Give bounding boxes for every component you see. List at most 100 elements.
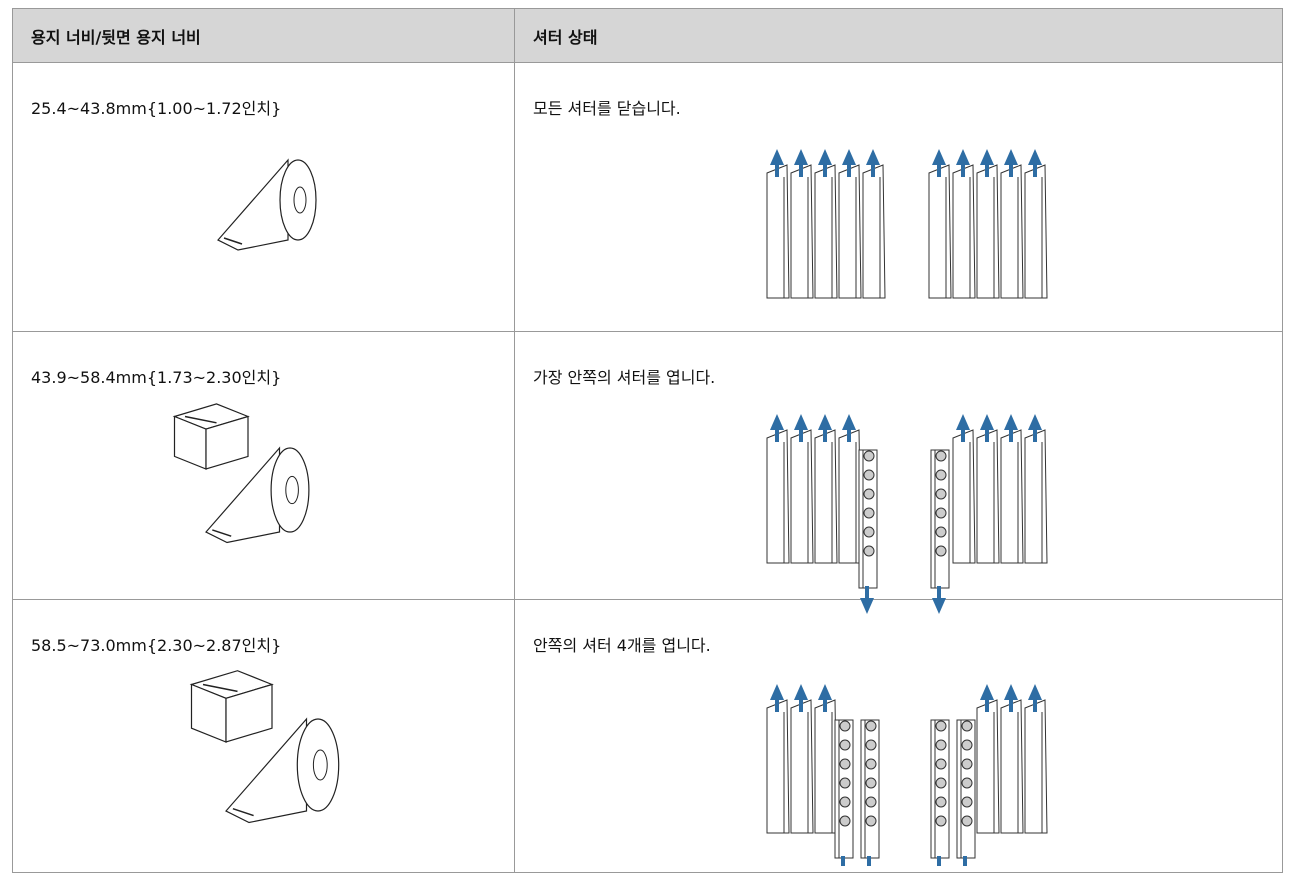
roller bbox=[839, 720, 851, 732]
box-side bbox=[205, 415, 249, 470]
arrow-head bbox=[770, 149, 784, 165]
roller bbox=[935, 796, 947, 808]
shutter bbox=[1000, 699, 1024, 834]
cell: 안쪽의 셔터 4개를 엽니다. bbox=[514, 599, 1283, 873]
roller bbox=[865, 758, 877, 770]
roller bbox=[935, 507, 947, 519]
arrow-head bbox=[932, 598, 946, 614]
arrow-head bbox=[1004, 684, 1018, 700]
roller bbox=[935, 758, 947, 770]
shutter-table: 용지 너비/뒷면 용지 너비 셔터 상태 25.4~43.8mm{1.00~1.… bbox=[12, 8, 1283, 873]
shutter bbox=[766, 429, 790, 564]
shutter bbox=[928, 164, 952, 299]
shutter bbox=[1024, 699, 1048, 834]
width-arrow bbox=[212, 529, 232, 537]
row: 25.4~43.8mm{1.00~1.72인치} 모든 셔터를 닫습니다. bbox=[12, 62, 1283, 332]
shutter bbox=[790, 164, 814, 299]
shutter bbox=[952, 164, 976, 299]
roller bbox=[935, 545, 947, 557]
shutter bbox=[790, 429, 814, 564]
roller bbox=[839, 815, 851, 827]
arrow-head bbox=[842, 414, 856, 430]
arrow-head bbox=[1028, 684, 1042, 700]
roller bbox=[863, 526, 875, 538]
box-side bbox=[225, 683, 273, 743]
arrow-head bbox=[1004, 149, 1018, 165]
header-cell: 용지 너비/뒷면 용지 너비 bbox=[12, 8, 515, 63]
shutter bbox=[766, 164, 790, 299]
roller bbox=[865, 720, 877, 732]
shutter bbox=[838, 429, 862, 564]
roller bbox=[961, 758, 973, 770]
roller bbox=[839, 739, 851, 751]
header-cell: 셔터 상태 bbox=[514, 8, 1283, 63]
roller bbox=[865, 777, 877, 789]
roller bbox=[865, 815, 877, 827]
arrow-head bbox=[794, 149, 808, 165]
roll bbox=[279, 159, 317, 241]
roller bbox=[935, 450, 947, 462]
arrow-head bbox=[1028, 149, 1042, 165]
arrow-head bbox=[794, 684, 808, 700]
roller bbox=[935, 526, 947, 538]
shutter bbox=[814, 699, 838, 834]
arrow-head bbox=[1028, 414, 1042, 430]
roller bbox=[961, 720, 973, 732]
roller bbox=[839, 796, 851, 808]
arrow-head bbox=[1004, 414, 1018, 430]
width-arrow bbox=[223, 237, 243, 245]
shutter bbox=[766, 699, 790, 834]
arrow-head bbox=[980, 414, 994, 430]
roller bbox=[961, 777, 973, 789]
arrow-head bbox=[842, 149, 856, 165]
roller bbox=[935, 815, 947, 827]
row: 43.9~58.4mm{1.73~2.30인치} 가장 안쪽의 셔터를 엽니다. bbox=[12, 331, 1283, 600]
paper-strip bbox=[217, 158, 289, 251]
shutter bbox=[976, 699, 1000, 834]
shutter bbox=[814, 164, 838, 299]
arrow-head bbox=[860, 598, 874, 614]
roller bbox=[961, 739, 973, 751]
arrow-head bbox=[956, 149, 970, 165]
shutter bbox=[976, 164, 1000, 299]
shutter bbox=[976, 429, 1000, 564]
arrow-head bbox=[818, 684, 832, 700]
roller bbox=[839, 758, 851, 770]
roller bbox=[961, 815, 973, 827]
shutter bbox=[814, 429, 838, 564]
shutter bbox=[1024, 164, 1048, 299]
cell: 가장 안쪽의 셔터를 엽니다. bbox=[514, 331, 1283, 600]
arrow-head bbox=[770, 414, 784, 430]
roller bbox=[863, 450, 875, 462]
roller bbox=[935, 488, 947, 500]
roll bbox=[296, 718, 340, 812]
roller bbox=[935, 777, 947, 789]
arrow-head bbox=[818, 149, 832, 165]
roller bbox=[839, 777, 851, 789]
shutter bbox=[790, 699, 814, 834]
roll-core bbox=[312, 749, 328, 781]
roller bbox=[865, 796, 877, 808]
header-row: 용지 너비/뒷면 용지 너비 셔터 상태 bbox=[12, 8, 1283, 63]
width-arrow bbox=[202, 683, 238, 693]
shutter bbox=[838, 164, 862, 299]
roller bbox=[863, 545, 875, 557]
roll-core bbox=[293, 186, 307, 214]
cell: 모든 셔터를 닫습니다. bbox=[514, 62, 1283, 332]
arrow-head bbox=[794, 414, 808, 430]
roller bbox=[961, 796, 973, 808]
roller bbox=[863, 469, 875, 481]
roll bbox=[270, 447, 310, 533]
roll-core bbox=[285, 475, 299, 505]
shutter bbox=[1000, 164, 1024, 299]
arrow-head bbox=[932, 149, 946, 165]
shutter bbox=[1000, 429, 1024, 564]
roller bbox=[935, 739, 947, 751]
roller bbox=[935, 720, 947, 732]
shutter bbox=[952, 429, 976, 564]
row: 58.5~73.0mm{2.30~2.87인치} 안쪽의 셔터 4개를 엽니다. bbox=[12, 599, 1283, 873]
roller bbox=[935, 469, 947, 481]
cell: 58.5~73.0mm{2.30~2.87인치} bbox=[12, 599, 515, 873]
arrow-head bbox=[980, 684, 994, 700]
